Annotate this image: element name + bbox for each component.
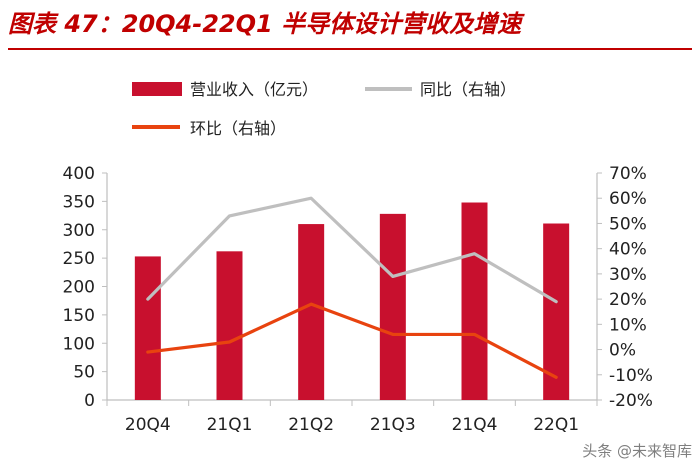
x-tick-label: 21Q3 <box>370 415 416 435</box>
legend-label-revenue: 营业收入（亿元） <box>190 80 318 99</box>
line-qoq <box>146 302 558 379</box>
left-tick-label: 350 <box>63 192 95 212</box>
left-tick-label: 400 <box>63 164 95 184</box>
left-tick-label: 150 <box>63 306 95 326</box>
right-tick-label: 0% <box>609 341 636 361</box>
x-tick-label: 22Q1 <box>533 415 579 435</box>
legend: 营业收入（亿元） 同比（右轴） 环比（右轴） <box>132 80 516 138</box>
line-yoy <box>146 196 558 304</box>
bar-revenue-21Q4 <box>461 202 488 400</box>
right-tick-label: 40% <box>609 240 647 260</box>
right-tick-label: -20% <box>609 391 653 411</box>
left-tick-label: 50 <box>73 363 95 383</box>
legend-label-yoy: 同比（右轴） <box>420 80 516 99</box>
left-tick-label: 300 <box>63 221 95 241</box>
watermark: 头条 @未来智库 <box>582 442 692 460</box>
x-tick-label: 21Q2 <box>288 415 334 435</box>
right-tick-label: 10% <box>609 315 647 335</box>
bar-revenue-21Q3 <box>379 213 406 400</box>
right-tick-label: 30% <box>609 265 647 285</box>
x-tick-label: 21Q1 <box>207 415 253 435</box>
axes: 0 50 100 150 200 250 300 350 400 -20% -10% 0% 10% 20%… <box>63 164 653 435</box>
left-tick-label: 200 <box>63 278 95 298</box>
right-tick-label: 50% <box>609 214 647 234</box>
right-tick-label: 20% <box>609 290 647 310</box>
bar-revenue-22Q1 <box>543 223 570 400</box>
right-tick-label: 70% <box>609 164 647 184</box>
x-tick-label: 20Q4 <box>125 415 171 435</box>
right-tick-label: 60% <box>609 189 647 209</box>
line-series <box>146 196 558 379</box>
left-tick-label: 250 <box>63 249 95 269</box>
right-tick-label: -10% <box>609 366 653 386</box>
chart-title: 图表 47：20Q4-22Q1 半导体设计营收及增速 <box>8 10 522 38</box>
legend-swatch-revenue <box>132 82 182 96</box>
title-divider <box>8 48 692 50</box>
bar-revenue-21Q2 <box>298 224 325 400</box>
left-tick-label: 100 <box>63 334 95 354</box>
legend-label-qoq: 环比（右轴） <box>190 119 286 138</box>
bar-revenue-20Q4 <box>134 256 161 400</box>
bar-series <box>134 202 570 400</box>
left-tick-label: 0 <box>84 391 95 411</box>
x-tick-label: 21Q4 <box>452 415 498 435</box>
bar-revenue-21Q1 <box>216 251 243 400</box>
